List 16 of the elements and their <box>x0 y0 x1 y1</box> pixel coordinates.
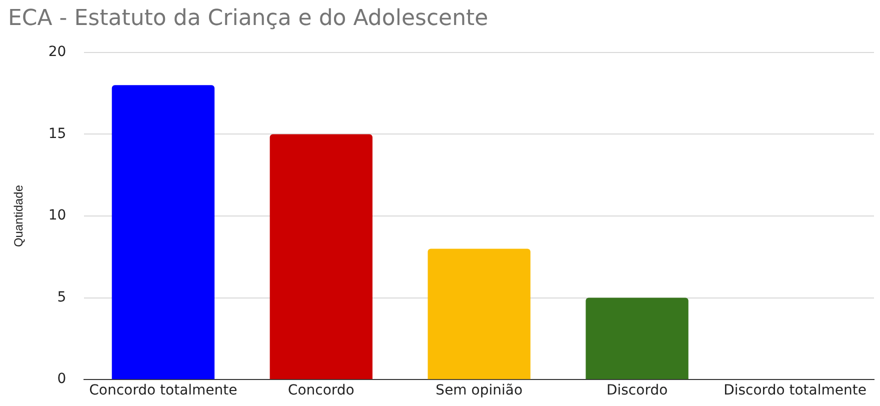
x-tick-label: Concordo <box>288 382 354 399</box>
bar <box>586 298 688 380</box>
bar <box>428 248 530 380</box>
y-tick-label: 20 <box>48 44 66 60</box>
y-tick-label: 15 <box>48 126 66 142</box>
y-tick-label: 5 <box>57 289 66 306</box>
y-axis-title: Quantidade <box>12 184 26 248</box>
bar <box>112 85 215 380</box>
bar <box>270 134 372 380</box>
x-tick-label: Discordo totalmente <box>724 382 866 399</box>
x-tick-label: Discordo <box>606 382 668 399</box>
x-tick-label: Concordo totalmente <box>89 382 238 399</box>
x-tick-label: Sem opinião <box>436 382 523 399</box>
y-tick-label: 10 <box>48 208 66 224</box>
chart-title: ECA - Estatuto da Criança e do Adolescente <box>8 6 488 31</box>
y-tick-label: 0 <box>57 371 66 388</box>
